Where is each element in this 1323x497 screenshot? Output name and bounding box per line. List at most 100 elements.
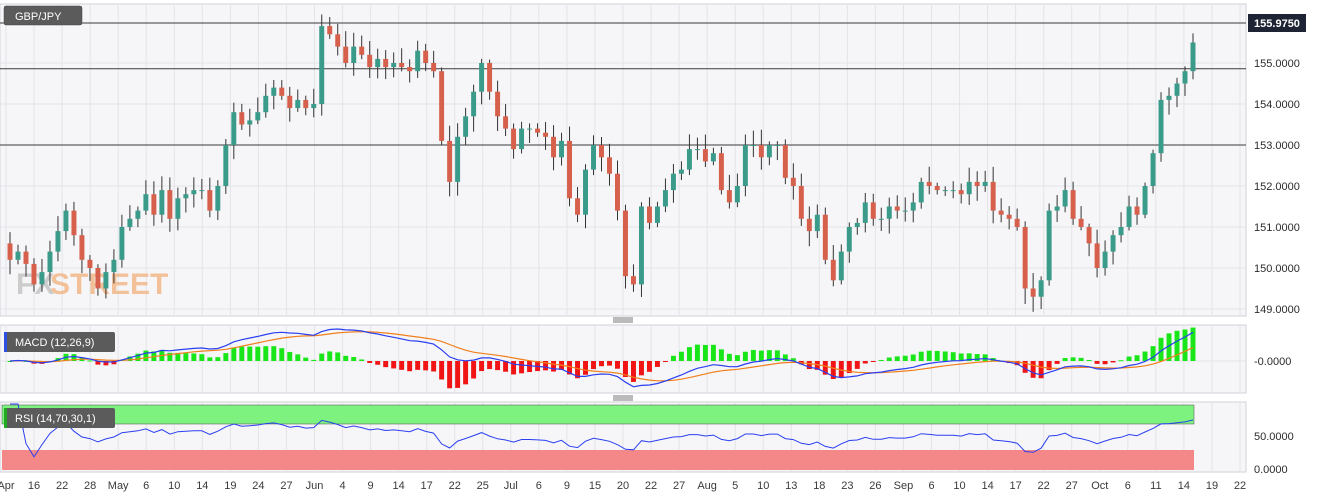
- panel-resize-handle-1[interactable]: [613, 317, 633, 323]
- macd-histogram-bar: [183, 353, 189, 361]
- rsi-label[interactable]: RSI (14,70,30,1): [4, 408, 115, 428]
- macd-histogram-bar: [455, 361, 461, 388]
- time-tick-label: 16: [28, 480, 40, 492]
- macd-histogram-bar: [646, 361, 652, 372]
- macd-histogram-bar: [1062, 357, 1068, 361]
- candle-body: [1054, 206, 1060, 211]
- time-tick-label: 18: [813, 480, 825, 492]
- macd-histogram-bar: [327, 351, 333, 361]
- time-tick-label: 6: [928, 480, 934, 492]
- macd-histogram-bar: [950, 352, 956, 361]
- candle-body: [223, 145, 229, 186]
- candle-body: [351, 46, 357, 63]
- panel-resize-handle-2[interactable]: [613, 395, 633, 401]
- macd-histogram-bar: [1022, 361, 1028, 373]
- candle-body: [231, 112, 237, 145]
- rsi-overbought-zone: [1, 404, 1195, 425]
- time-tick-label: Sep: [894, 480, 914, 492]
- macd-histogram-bar: [239, 346, 245, 361]
- candle-body: [271, 87, 277, 96]
- candle-body: [15, 251, 21, 260]
- watermark-street: STREET: [50, 268, 168, 301]
- macd-histogram-bar: [71, 354, 77, 361]
- candle-body: [878, 218, 884, 220]
- candle-body: [654, 206, 660, 223]
- candle-body: [758, 145, 764, 158]
- macd-histogram-bar: [1182, 329, 1188, 361]
- macd-histogram-bar: [303, 357, 309, 361]
- candle-body: [814, 214, 820, 232]
- time-tick-label: 14: [981, 480, 993, 492]
- candle-body: [726, 190, 732, 203]
- candle-body: [247, 120, 253, 125]
- macd-histogram-bar: [774, 350, 780, 361]
- macd-histogram-bar: [575, 361, 580, 379]
- macd-histogram-bar: [1014, 361, 1020, 366]
- candle-body: [343, 46, 349, 63]
- time-tick-label: 23: [841, 480, 853, 492]
- macd-histogram-bar: [583, 361, 588, 375]
- macd-histogram-bar: [463, 361, 469, 385]
- macd-histogram-bar: [591, 361, 596, 370]
- time-tick-label: 14: [393, 480, 405, 492]
- candle-body: [551, 136, 557, 158]
- symbol-label[interactable]: GBP/JPY: [3, 5, 83, 26]
- macd-signal-line: [9, 331, 1194, 382]
- svg-text:GBP/JPY: GBP/JPY: [15, 11, 62, 23]
- macd-histogram-bar: [1110, 361, 1116, 363]
- macd-histogram-bar: [447, 361, 453, 389]
- macd-histogram-bar: [471, 361, 477, 379]
- macd-histogram-bar: [1158, 337, 1164, 361]
- macd-histogram-bar: [1070, 357, 1076, 361]
- candle-body: [1118, 227, 1124, 236]
- candle-body: [630, 276, 636, 285]
- candle-body: [998, 210, 1004, 215]
- macd-histogram-bar: [854, 361, 860, 369]
- candle-body: [1126, 206, 1132, 227]
- candle-body: [255, 112, 261, 121]
- candle-body: [87, 259, 93, 268]
- macd-histogram-bar: [734, 355, 740, 361]
- macd-histogram-bar: [838, 361, 844, 378]
- candle-body: [870, 202, 876, 219]
- candle-body: [207, 190, 213, 211]
- macd-histogram-bar: [878, 359, 884, 361]
- candle-body: [119, 227, 125, 260]
- time-tick-label: 10: [953, 480, 965, 492]
- macd-histogram-bar: [479, 361, 485, 372]
- candle-body: [1158, 99, 1164, 154]
- macd-histogram-bar: [1038, 361, 1044, 379]
- price-tick-label: 152.0000: [1254, 181, 1300, 193]
- macd-histogram-bar: [630, 361, 636, 382]
- price-tick-label: 154.0000: [1254, 99, 1300, 111]
- macd-histogram-bar: [710, 344, 716, 361]
- time-tick-label: 9: [368, 480, 374, 492]
- candle-body: [519, 128, 525, 150]
- macd-histogram-bar: [1046, 361, 1052, 371]
- macd-histogram-bar: [1102, 361, 1108, 365]
- candle-body: [511, 128, 517, 150]
- candle-body: [902, 210, 908, 212]
- macd-histogram-bar: [287, 351, 293, 361]
- candle-body: [543, 132, 549, 137]
- macd-label[interactable]: MACD (12,26,9): [4, 332, 115, 352]
- candle-body: [215, 186, 221, 211]
- candle-body: [399, 63, 405, 68]
- candle-body: [950, 190, 956, 192]
- macd-histogram-bar: [255, 346, 261, 361]
- macd-histogram-bar: [319, 353, 325, 361]
- macd-histogram-bar: [223, 353, 229, 361]
- macd-histogram-bar: [127, 356, 133, 361]
- candle-body: [710, 153, 716, 162]
- macd-histogram-bar: [431, 361, 437, 372]
- macd-histogram-bar: [383, 361, 389, 368]
- macd-histogram-bar: [718, 349, 724, 361]
- time-tick-label: 27: [673, 480, 685, 492]
- candle-body: [327, 26, 333, 35]
- candle-body: [111, 259, 117, 273]
- candle-body: [439, 71, 445, 141]
- candle-body: [359, 46, 365, 55]
- macd-histogram-bar: [662, 361, 668, 362]
